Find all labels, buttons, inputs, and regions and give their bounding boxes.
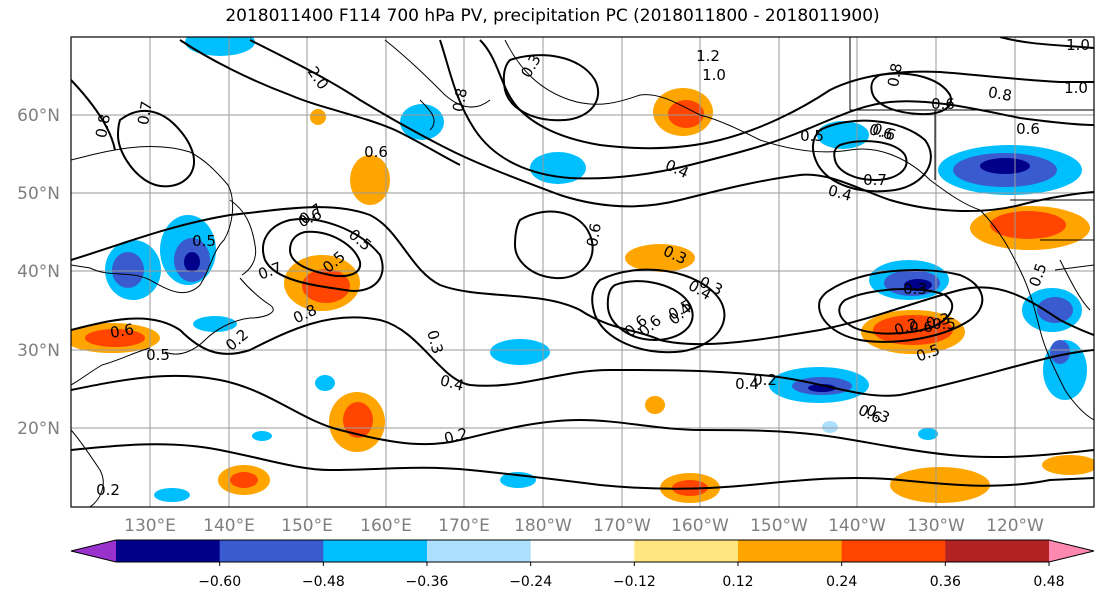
lon-label-160e: 160°E: [360, 516, 412, 536]
contour-label: 0.5: [932, 315, 956, 333]
coastlines: [71, 37, 1094, 507]
colorbar-swatch: [634, 540, 739, 562]
colorbar-tick-label: 0.12: [722, 574, 753, 590]
colorbar-ticks: −0.60 −0.48 −0.36 −0.24 −0.12 0.12 0.24 0.36 0.4…: [198, 562, 1065, 590]
colorbar-tick-label: −0.12: [613, 574, 656, 590]
contour-label: 0.6: [364, 143, 388, 161]
contour-label: 0.4: [438, 371, 466, 395]
contour-label: 0.3: [903, 280, 927, 298]
pv-contours: [71, 37, 1094, 490]
contour-label: 0.7: [134, 100, 156, 127]
longitude-axis: 130°E 140°E 150°E 160°E 170°E 180°W 170°…: [124, 516, 1044, 536]
contour-label: 1.0: [702, 66, 726, 84]
contour-label: 0.6: [931, 95, 955, 113]
map-title: 2018011400 F114 700 hPa PV, precipitatio…: [225, 6, 880, 26]
lat-label-50n: 50°N: [17, 184, 60, 204]
contour-label: 0.5: [800, 127, 824, 145]
map-area: [71, 37, 1094, 507]
contour-label: 0.5: [192, 232, 216, 250]
colorbar-tick-label: 0.24: [826, 574, 857, 590]
lon-label-140e: 140°E: [203, 516, 255, 536]
colorbar-swatches: [71, 540, 1094, 562]
contour-label: 0.6: [909, 318, 933, 336]
colorbar-swatch: [219, 540, 324, 562]
lon-label-150e: 150°E: [281, 516, 333, 536]
latitude-axis: 60°N 50°N 40°N 30°N 20°N: [17, 106, 60, 439]
lon-label-180w: 180°W: [514, 516, 572, 536]
lon-label-160w: 160°W: [671, 516, 729, 536]
lon-label-170w: 170°W: [593, 516, 651, 536]
contour-label: 0.6: [109, 320, 136, 342]
lon-label-130e: 130°E: [124, 516, 176, 536]
colorbar-extend-low: [71, 540, 116, 562]
colorbar-extend-high: [1049, 540, 1094, 562]
contour-label: 0.7: [863, 171, 887, 189]
colorbar-swatch: [945, 540, 1050, 562]
map-frame: [70, 36, 1095, 508]
contour-label: 0.6: [867, 120, 895, 144]
colorbar-swatch: [116, 540, 221, 562]
colorbar-tick-label: −0.24: [509, 574, 552, 590]
contour-label: 0.4: [826, 181, 854, 205]
contour-label: 0.6: [1016, 120, 1040, 138]
lat-label-60n: 60°N: [17, 106, 60, 126]
contour-label: 0.2: [753, 371, 777, 389]
contour-label: 0.4: [735, 375, 759, 393]
contour-label: 0.8: [884, 62, 906, 89]
colorbar-swatch: [427, 540, 532, 562]
colorbar: −0.60 −0.48 −0.36 −0.24 −0.12 0.12 0.24 0.36 0.4…: [70, 539, 1095, 590]
contour-label: 0.3: [924, 309, 952, 333]
contour-label: 0.8: [92, 113, 114, 140]
lat-label-40n: 40°N: [17, 262, 60, 282]
contour-label: 0.3: [423, 328, 447, 356]
lon-label-170e: 170°E: [438, 516, 490, 536]
contour-label: 0.8: [449, 87, 471, 114]
contour-label: 0.8: [987, 83, 1014, 105]
contour-label: 0.2: [96, 481, 120, 499]
lon-label-150w: 150°W: [750, 516, 808, 536]
lon-label-130w: 130°W: [907, 516, 965, 536]
colorbar-tick-label: −0.48: [302, 574, 345, 590]
lon-label-140w: 140°W: [828, 516, 886, 536]
lat-label-30n: 30°N: [17, 341, 60, 361]
contour-label: 1.0: [1066, 36, 1090, 54]
lon-label-120w: 120°W: [986, 516, 1044, 536]
colorbar-swatch: [530, 540, 635, 562]
colorbar-tick-label: −0.36: [406, 574, 449, 590]
contour-label: 0.6: [583, 222, 605, 249]
colorbar-swatch: [841, 540, 946, 562]
contour-label: 0.2: [442, 424, 470, 448]
contour-label: 1.2: [696, 47, 720, 65]
colorbar-swatch: [738, 540, 843, 562]
colorbar-tick-label: 0.48: [1033, 574, 1064, 590]
colorbar-tick-label: −0.60: [198, 574, 241, 590]
contour-label: 1.0: [1064, 79, 1088, 97]
colorbar-swatch: [323, 540, 428, 562]
lat-label-20n: 20°N: [17, 419, 60, 439]
colorbar-tick-label: 0.36: [930, 574, 961, 590]
colorbar-outline: [70, 539, 1095, 563]
contour-label: 0.5: [146, 346, 170, 364]
